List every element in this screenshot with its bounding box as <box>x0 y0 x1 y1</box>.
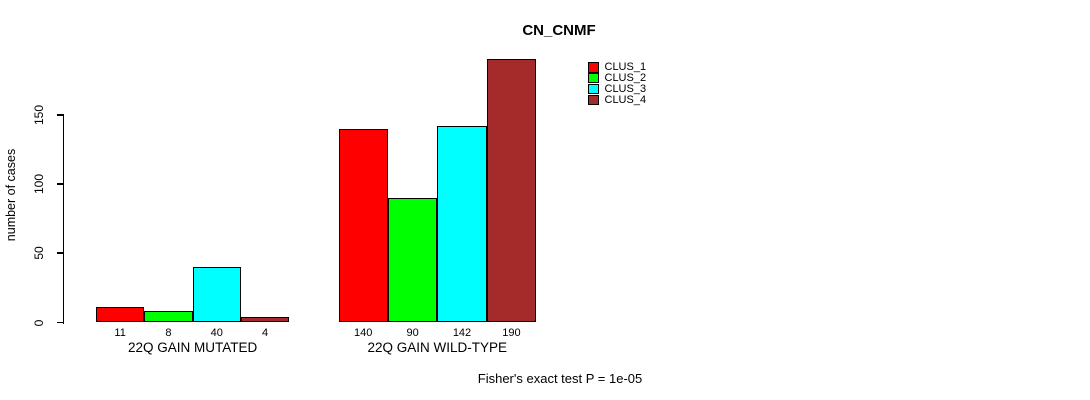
legend-row: CLUS_4 <box>588 94 646 105</box>
bar-value-label: 8 <box>165 327 172 339</box>
legend-label: CLUS_3 <box>604 82 647 95</box>
legend-swatch-icon <box>588 62 599 73</box>
chart-title: CN_CNMF <box>522 22 596 39</box>
y-tick-label: 100 <box>32 173 46 195</box>
y-tick-label: 50 <box>32 246 46 260</box>
bar-clus_2 <box>387 197 438 323</box>
y-tick <box>56 113 64 116</box>
legend-row: CLUS_2 <box>588 73 646 84</box>
y-tick-label: 150 <box>32 104 46 125</box>
y-tick <box>56 321 64 324</box>
bar-clus_4 <box>240 316 290 323</box>
legend: CLUS_1 CLUS_2 CLUS_3 CLUS_4 <box>588 62 646 105</box>
bar-value-label: 142 <box>452 327 472 339</box>
bar-clus_2 <box>144 311 193 323</box>
group-label: 22Q GAIN MUTATED <box>127 340 258 355</box>
legend-label: CLUS_2 <box>604 72 647 85</box>
y-tick-label: 0 <box>32 319 46 326</box>
bar-clus_1 <box>96 307 145 323</box>
bar-clus_4 <box>486 59 537 323</box>
y-axis-title: number of cases <box>4 148 18 242</box>
bar-clus_3 <box>192 267 241 323</box>
bar-value-label: 11 <box>114 327 126 339</box>
bar-value-label: 4 <box>261 327 269 339</box>
y-tick <box>56 252 64 255</box>
legend-row: CLUS_1 <box>588 62 646 73</box>
legend-label: CLUS_4 <box>604 93 647 106</box>
bar-value-label: 140 <box>354 327 373 339</box>
bar-value-label: 90 <box>406 327 419 339</box>
legend-swatch-icon <box>588 72 599 84</box>
y-tick <box>56 183 64 185</box>
group-label: 22Q GAIN WILD-TYPE <box>367 340 508 355</box>
bar-value-label: 190 <box>502 327 521 339</box>
bar-clus_3 <box>437 125 487 323</box>
bar-clus_1 <box>338 128 388 323</box>
legend-row: CLUS_3 <box>588 82 647 95</box>
legend-swatch-icon <box>588 94 599 106</box>
legend-swatch-icon <box>588 83 599 95</box>
legend-label: CLUS_1 <box>604 61 647 74</box>
bar-value-label: 40 <box>210 327 223 339</box>
stat-annotation: Fisher's exact test P = 1e-05 <box>477 371 643 386</box>
y-axis-line <box>62 114 65 324</box>
